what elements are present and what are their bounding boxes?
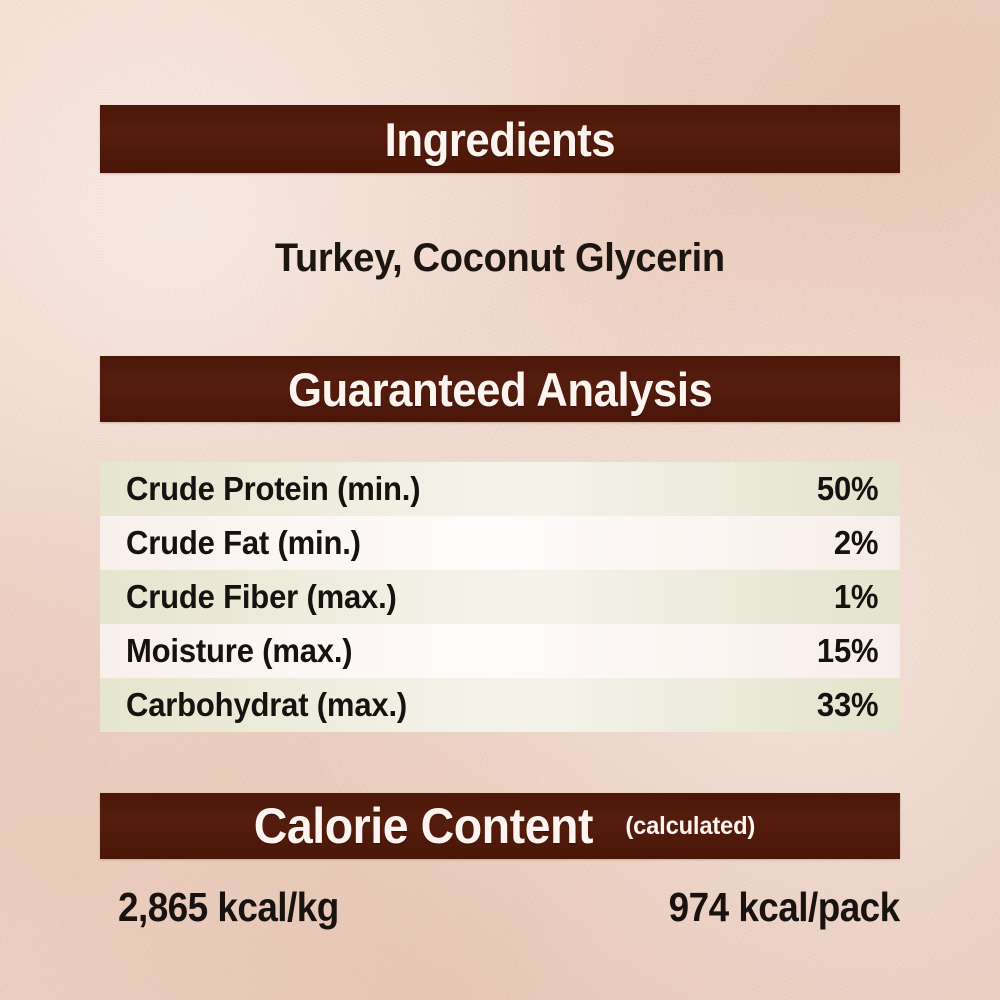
ingredients-heading: Ingredients <box>384 112 616 166</box>
nutrient-value: 15% <box>816 632 878 669</box>
guaranteed-analysis-header-bar: Guaranteed Analysis <box>100 356 900 422</box>
nutrient-value: 50% <box>816 470 878 507</box>
ingredients-list: Turkey, Coconut Glycerin <box>0 236 1000 281</box>
calories-per-kg: 2,865 kcal/kg <box>118 884 339 930</box>
calorie-content-heading: Calorie Content <box>254 798 594 854</box>
nutrient-label: Crude Protein (min.) <box>126 470 421 507</box>
guaranteed-analysis-table: Crude Protein (min.) 50% Crude Fat (min.… <box>100 462 900 732</box>
calorie-content-header-bar: Calorie Content (calculated) <box>100 793 900 859</box>
table-row: Crude Protein (min.) 50% <box>100 462 900 516</box>
table-row: Crude Fiber (max.) 1% <box>100 570 900 624</box>
calorie-values-row: 2,865 kcal/kg 974 kcal/pack <box>118 884 901 931</box>
table-row: Carbohydrat (max.) 33% <box>100 678 900 732</box>
nutrient-label: Crude Fiber (max.) <box>126 578 397 615</box>
calorie-content-subheading: (calculated) <box>625 811 756 840</box>
ingredients-header-bar: Ingredients <box>100 105 900 173</box>
nutrient-value: 33% <box>816 686 878 723</box>
table-row: Crude Fat (min.) 2% <box>100 516 900 570</box>
nutrient-label: Carbohydrat (max.) <box>126 686 408 723</box>
nutrient-label: Crude Fat (min.) <box>126 524 361 561</box>
table-row: Moisture (max.) 15% <box>100 624 900 678</box>
nutrient-value: 2% <box>833 524 879 561</box>
nutrient-label: Moisture (max.) <box>126 632 353 669</box>
calories-per-pack: 974 kcal/pack <box>669 884 901 930</box>
nutrient-value: 1% <box>833 578 879 615</box>
guaranteed-analysis-heading: Guaranteed Analysis <box>287 362 713 416</box>
ingredients-list-text: Turkey, Coconut Glycerin <box>275 236 725 280</box>
